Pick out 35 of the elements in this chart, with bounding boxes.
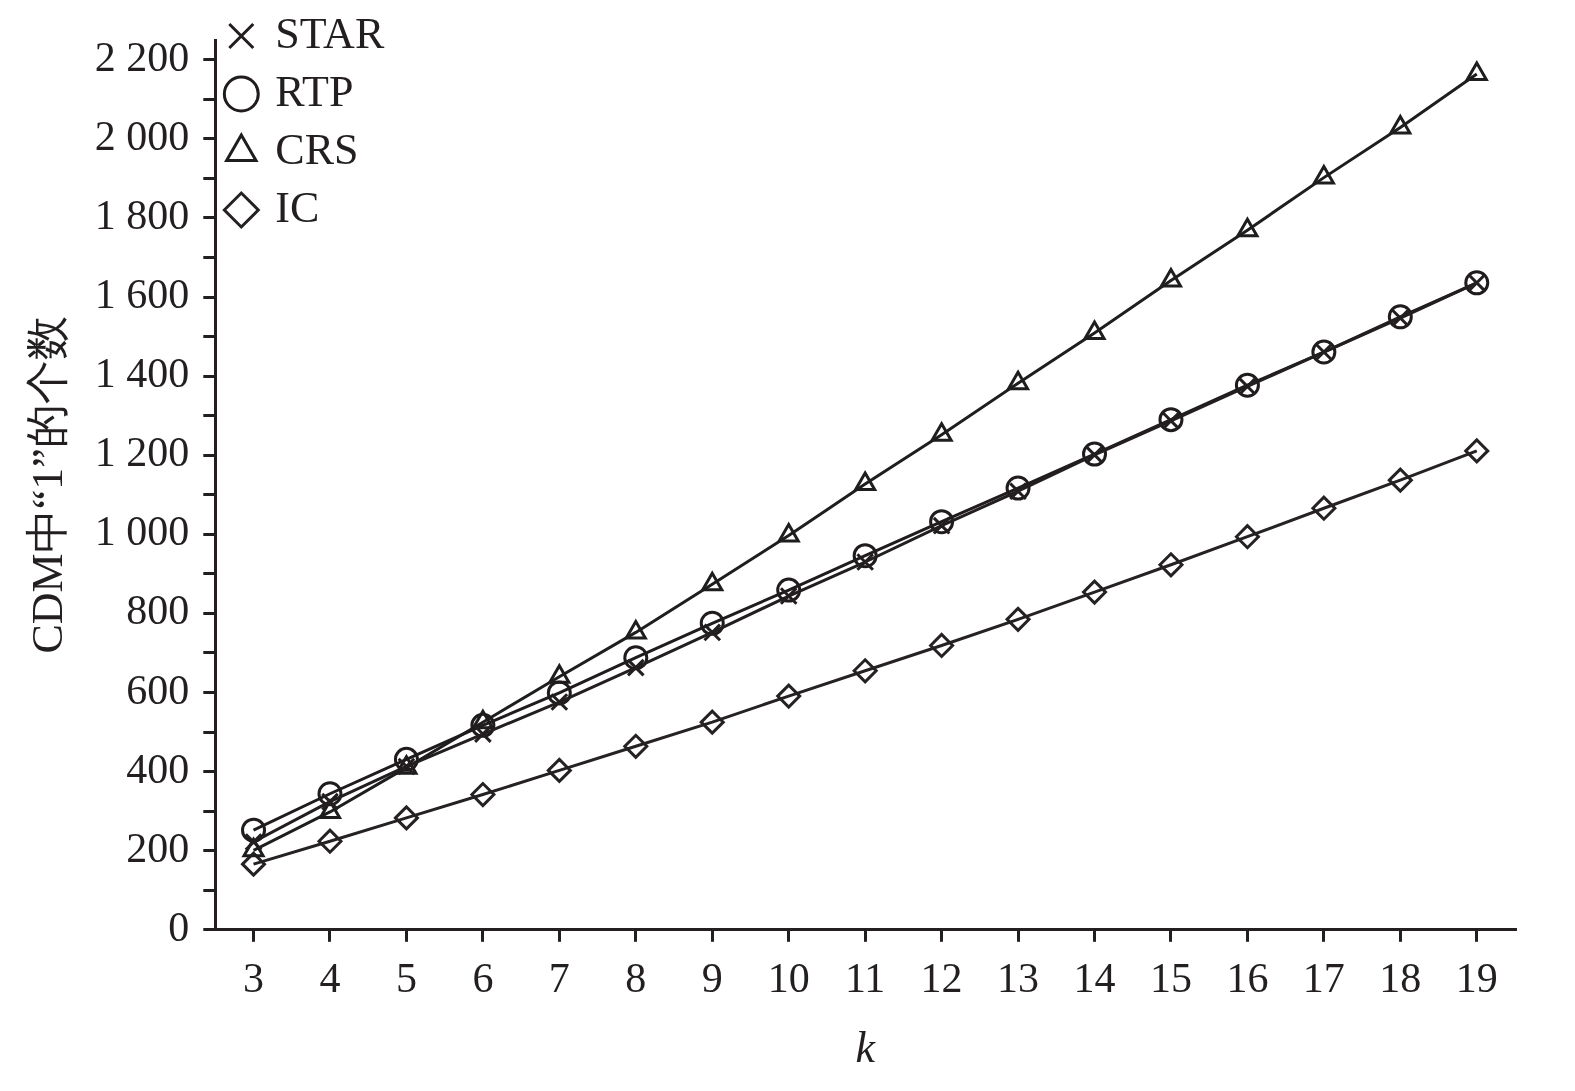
- y-tick-label: 1 800: [94, 191, 190, 238]
- y-tick-label: 1 400: [94, 350, 190, 397]
- x-tick-label: 13: [997, 955, 1040, 1002]
- y-tick-label: 600: [126, 666, 190, 713]
- y-tick-label: 200: [126, 824, 190, 871]
- x-tick-label: 9: [701, 955, 723, 1002]
- legend-label: IC: [275, 182, 320, 232]
- x-tick-label: 8: [625, 955, 647, 1002]
- y-tick-label: 1 600: [94, 271, 190, 318]
- x-tick-label: 19: [1455, 955, 1498, 1002]
- y-tick-label: 1 200: [94, 429, 190, 476]
- legend-label: STAR: [275, 8, 385, 58]
- legend-label: CRS: [275, 124, 359, 174]
- x-tick-label: 16: [1226, 955, 1269, 1002]
- x-tick-label: 11: [844, 955, 886, 1002]
- x-tick-label: 17: [1302, 955, 1345, 1002]
- x-tick-label: 10: [767, 955, 810, 1002]
- legend-label: RTP: [275, 66, 354, 116]
- x-tick-label: 4: [319, 955, 341, 1002]
- x-tick-label: 18: [1379, 955, 1422, 1002]
- x-tick-label: 6: [472, 955, 494, 1002]
- y-axis-title: CDM中“1”的个数: [22, 316, 72, 654]
- y-tick-label: 0: [168, 903, 190, 950]
- x-tick-label: 3: [243, 955, 265, 1002]
- y-tick-label: 1 000: [94, 508, 190, 555]
- y-tick-label: 400: [126, 745, 190, 792]
- y-tick-label: 800: [126, 587, 190, 634]
- x-tick-label: 14: [1073, 955, 1116, 1002]
- x-tick-label: 15: [1149, 955, 1192, 1002]
- x-tick-label: 7: [548, 955, 570, 1002]
- x-tick-label: 5: [395, 955, 417, 1002]
- x-tick-label: 12: [920, 955, 963, 1002]
- y-tick-label: 2 000: [94, 112, 190, 159]
- y-tick-label: 2 200: [94, 33, 190, 80]
- x-axis-title: k: [855, 1023, 877, 1073]
